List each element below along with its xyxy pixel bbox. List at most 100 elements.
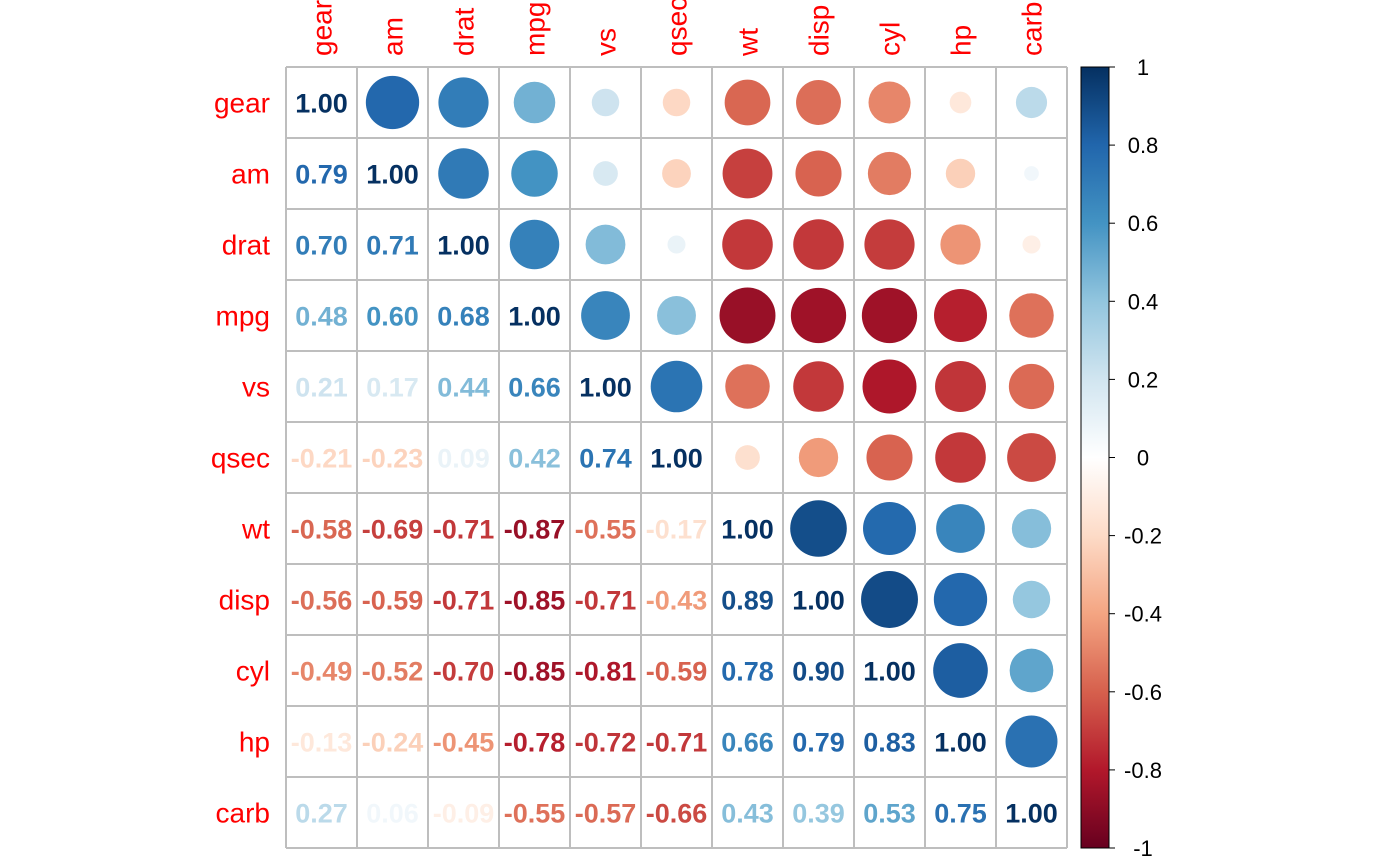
row-label-qsec: qsec [211, 443, 270, 474]
corr-circle-am-carb [1024, 166, 1039, 181]
corr-circle-gear-vs [591, 88, 620, 117]
corr-value-qsec-vs: 0.74 [579, 444, 632, 474]
corr-value-disp-gear: -0.56 [291, 586, 353, 616]
column-label-carb: carb [1017, 2, 1048, 56]
corr-value-hp-wt: 0.66 [721, 728, 774, 758]
corr-value-mpg-mpg: 1.00 [508, 302, 561, 332]
corr-value-cyl-gear: -0.49 [291, 657, 353, 687]
colorbar-tick-label: 0.2 [1128, 367, 1159, 392]
corr-value-qsec-mpg: 0.42 [508, 444, 561, 474]
corr-circle-cyl-hp [933, 643, 988, 698]
corr-circle-drat-hp [940, 224, 981, 265]
corr-circle-gear-mpg [513, 81, 556, 124]
corr-circle-am-mpg [511, 150, 558, 197]
corr-value-drat-gear: 0.70 [295, 231, 348, 261]
corr-value-wt-gear: -0.58 [291, 515, 353, 545]
corr-value-disp-qsec: -0.43 [646, 586, 708, 616]
corr-circle-gear-cyl [868, 81, 911, 124]
corr-value-carb-gear: 0.27 [295, 799, 348, 829]
corr-value-carb-disp: 0.39 [792, 799, 845, 829]
corr-value-cyl-cyl: 1.00 [863, 657, 916, 687]
corr-value-vs-gear: 0.21 [295, 373, 348, 403]
corr-value-cyl-disp: 0.90 [792, 657, 845, 687]
corr-value-cyl-qsec: -0.59 [646, 657, 708, 687]
matrix-cells: 1.00 0.79 1.00 0.70 0.71 1.00 0.48 0.60 0.68 1.00… [291, 75, 1058, 829]
corr-circle-qsec-cyl [866, 434, 913, 481]
corr-circle-am-hp [945, 158, 976, 189]
corr-value-carb-mpg: -0.55 [504, 799, 566, 829]
corr-value-qsec-gear: -0.21 [291, 444, 353, 474]
corr-circle-mpg-cyl [861, 287, 918, 344]
column-label-am: am [378, 17, 409, 56]
corr-circle-mpg-qsec [657, 296, 696, 335]
corr-value-cyl-mpg: -0.85 [504, 657, 566, 687]
corr-value-carb-wt: 0.43 [721, 799, 774, 829]
corr-value-am-am: 1.00 [366, 160, 419, 190]
corr-value-drat-am: 0.71 [366, 231, 419, 261]
corr-circle-gear-qsec [662, 88, 691, 117]
corr-circle-wt-carb [1011, 508, 1052, 549]
corr-circle-gear-hp [949, 91, 972, 114]
corr-circle-drat-vs [585, 224, 626, 265]
corr-circle-mpg-wt [719, 287, 776, 344]
corr-value-disp-wt: 0.89 [721, 586, 774, 616]
corr-circle-qsec-hp [935, 432, 986, 483]
column-label-vs: vs [591, 28, 622, 56]
corr-value-mpg-drat: 0.68 [437, 302, 490, 332]
row-label-wt: wt [241, 514, 270, 545]
corr-circle-am-drat [438, 148, 489, 199]
corr-circle-am-vs [593, 161, 618, 186]
corr-circle-disp-cyl [861, 571, 918, 628]
colorbar-tick-label: 1 [1137, 55, 1149, 80]
corr-value-vs-am: 0.17 [366, 373, 419, 403]
corr-value-wt-vs: -0.55 [575, 515, 637, 545]
corr-value-hp-drat: -0.45 [433, 728, 495, 758]
corr-value-carb-vs: -0.57 [575, 799, 637, 829]
corr-circle-qsec-carb [1007, 433, 1056, 482]
corr-circle-drat-carb [1022, 235, 1041, 254]
corr-circle-mpg-vs [581, 291, 630, 340]
corr-value-wt-am: -0.69 [362, 515, 424, 545]
corr-value-wt-wt: 1.00 [721, 515, 774, 545]
corr-circle-am-cyl [867, 151, 912, 196]
row-label-hp: hp [239, 727, 270, 758]
corr-value-vs-mpg: 0.66 [508, 373, 561, 403]
column-label-disp: disp [804, 5, 835, 56]
corr-value-cyl-am: -0.52 [362, 657, 424, 687]
corr-circle-wt-hp [936, 504, 985, 553]
corr-circle-wt-cyl [863, 502, 916, 555]
corr-value-wt-mpg: -0.87 [504, 515, 566, 545]
corr-circle-disp-carb [1012, 580, 1051, 619]
column-label-qsec: qsec [662, 0, 693, 56]
column-label-wt: wt [733, 28, 764, 57]
corr-circle-drat-disp [793, 219, 844, 270]
corr-value-carb-drat: -0.09 [433, 799, 495, 829]
corr-value-disp-mpg: -0.85 [504, 586, 566, 616]
corr-circle-am-wt [722, 148, 773, 199]
corr-circle-gear-wt [724, 79, 771, 126]
corr-circle-drat-qsec [667, 235, 686, 254]
corr-value-carb-am: 0.06 [366, 799, 419, 829]
row-label-mpg: mpg [216, 301, 270, 332]
corr-circle-am-qsec [662, 159, 691, 188]
corr-circle-gear-disp [796, 80, 841, 125]
colorbar-tick-label: -0.8 [1124, 758, 1162, 783]
column-label-gear: gear [307, 0, 338, 56]
corr-circle-mpg-carb [1009, 293, 1054, 338]
corr-circle-vs-wt [725, 364, 770, 409]
corr-circle-wt-disp [790, 500, 847, 557]
column-labels: gear am drat mpg vs qsec wt disp cyl hp carb [307, 0, 1048, 57]
row-label-gear: gear [214, 88, 270, 119]
column-label-hp: hp [946, 25, 977, 56]
colorbar-tick-label: 0.8 [1128, 133, 1159, 158]
row-label-carb: carb [216, 798, 270, 829]
colorbar-tick-label: 0 [1137, 446, 1149, 471]
corr-value-hp-disp: 0.79 [792, 728, 845, 758]
colorbar-tick-label: -1 [1133, 836, 1153, 861]
corr-circle-qsec-wt [735, 445, 760, 470]
corr-value-hp-hp: 1.00 [934, 728, 987, 758]
corr-circle-disp-hp [933, 572, 988, 627]
column-label-mpg: mpg [520, 2, 551, 56]
colorbar-gradient [1080, 66, 1110, 849]
